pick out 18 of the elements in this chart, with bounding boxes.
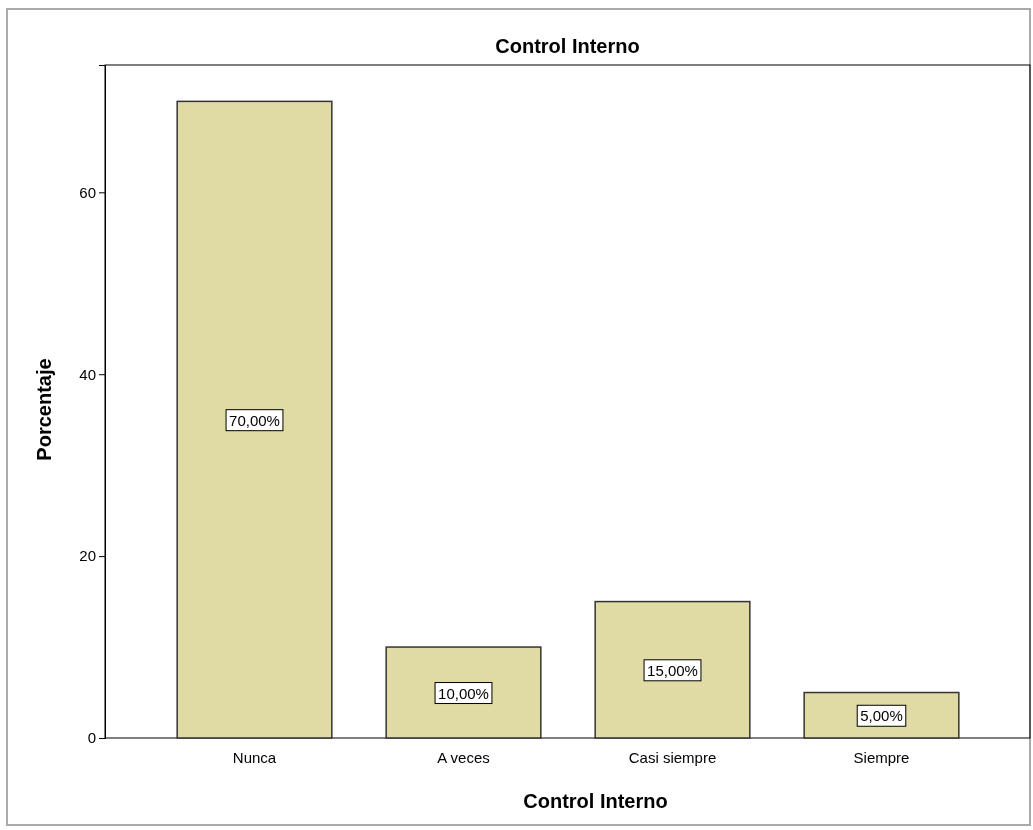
chart-title: Control Interno (495, 35, 640, 57)
y-axis-title: Porcentaje (33, 358, 55, 461)
data-label: 70,00% (229, 411, 280, 429)
bar (385, 646, 542, 739)
data-label: 5,00% (860, 707, 903, 725)
bar (176, 100, 333, 739)
x-tick-label: A veces (437, 748, 490, 766)
bar (594, 600, 751, 739)
data-label: 15,00% (647, 661, 698, 679)
data-label: 10,00% (438, 684, 489, 702)
x-tick-label: Nunca (232, 748, 277, 766)
y-tick-label: 40 (79, 365, 96, 383)
y-tick-label: 60 (79, 183, 96, 201)
x-axis-title: Control Interno (523, 790, 668, 812)
y-tick-label: 0 (87, 729, 96, 747)
x-tick-label: Casi siempre (628, 748, 717, 766)
y-tick-label: 20 (79, 547, 96, 565)
x-tick-label: Siempre (853, 748, 910, 766)
